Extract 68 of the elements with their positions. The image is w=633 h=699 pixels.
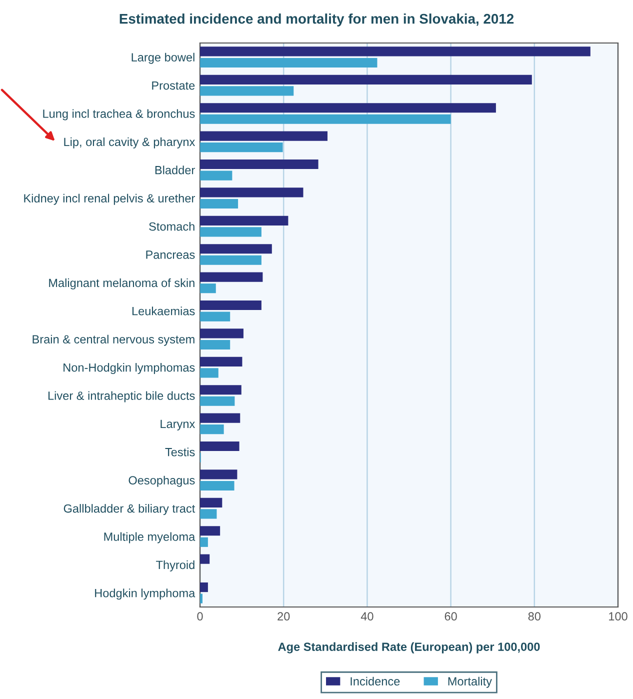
bar [200,188,304,198]
y-tick-label: Lip, oral cavity & pharynx [64,137,196,148]
y-tick-label: Larynx [160,420,196,430]
y-tick-label: Prostate [152,81,195,90]
bar [200,300,262,310]
y-tick-label: Malignant melanoma of skin [49,278,194,290]
bar [200,396,235,406]
y-tick-label: Lung incl trachea & bronchus [43,109,195,120]
y-tick-label: Brain & central nervous system [32,334,194,346]
bar [200,114,451,124]
legend-label: Mortality [448,676,492,688]
bar [200,244,272,254]
x-tick-label: 40 [360,612,374,621]
bar [200,340,230,350]
bar [200,216,288,226]
x-tick-label: 20 [278,612,290,621]
bar [200,368,218,378]
bar [200,537,208,547]
bar [200,227,262,237]
bar [200,424,224,434]
bar [200,284,216,294]
bar [200,103,496,113]
chart-title: Estimated incidence and mortality for men in Slovakia, 2012 [120,14,514,26]
y-tick-label: Hodgkin lymphoma [95,588,196,600]
x-tick-label: 100 [609,612,628,621]
bar [200,131,328,141]
bar [200,509,217,519]
y-tick-label: Non-Hodgkin lymphomas [64,363,195,374]
bar [200,480,234,491]
x-axis-title: Age Standardised Rate (European) per 100,000 [278,642,540,654]
bar [200,74,532,84]
bar [200,526,220,536]
bar [200,594,203,604]
bar [200,498,222,508]
bar [200,356,242,366]
bar [200,582,208,592]
y-tick-label: Kidney incl renal pelvis & urether [24,194,195,205]
y-tick-label: Stomach [149,222,194,231]
bar [200,170,232,180]
y-tick-label: Leukaemias [132,306,195,316]
y-tick-label: Liver & intraheptic bile ducts [48,391,195,402]
bar [200,46,590,56]
bar [200,58,378,68]
bar [200,385,242,395]
y-tick-label: Multiple myeloma [104,532,196,544]
y-tick-label: Testis [165,448,195,456]
x-tick-label: 60 [444,612,457,621]
bar [200,198,238,209]
y-tick-label: Thyroid [156,560,194,572]
y-tick-label: Gallbladder & biliary tract [64,504,196,516]
bar [200,272,263,282]
bar [200,86,294,96]
bar [200,142,283,152]
bar [200,554,210,564]
bar [200,159,318,170]
y-tick-label: Large bowel [132,52,194,64]
bar [200,441,240,452]
bar [200,255,262,265]
bar [200,328,244,338]
x-tick-label: 80 [528,612,541,621]
legend-label: Incidence [350,676,400,686]
y-tick-label: Bladder [155,166,195,174]
bar [200,470,238,480]
x-tick-label: 0 [197,612,203,621]
bar [200,312,230,322]
y-tick-label: Oesophagus [128,476,195,487]
y-tick-label: Pancreas [146,250,195,259]
bar [200,413,240,423]
